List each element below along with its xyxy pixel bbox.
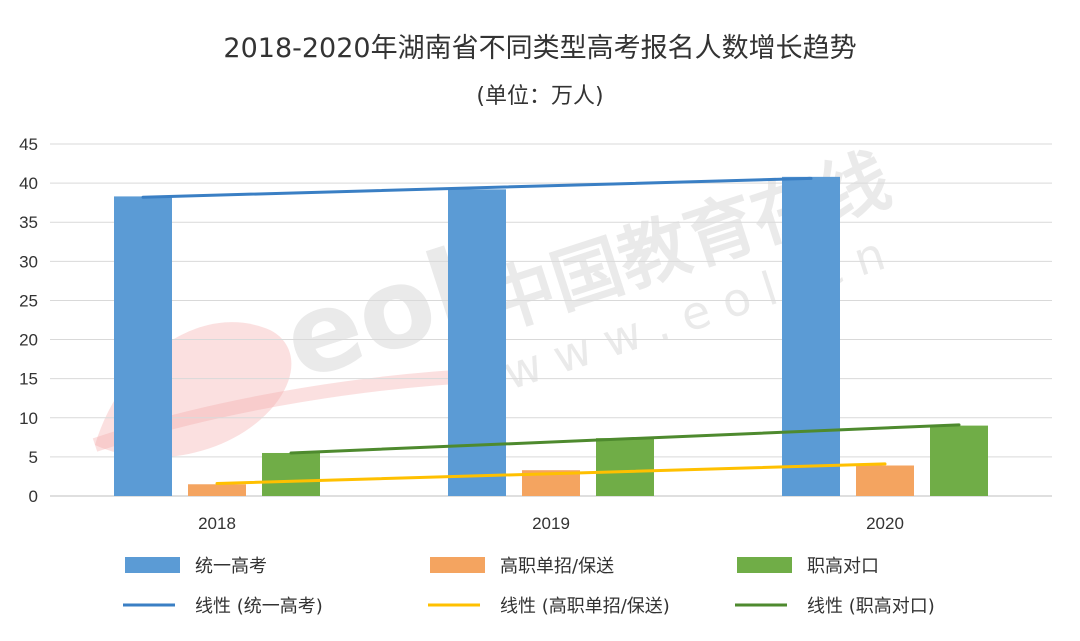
y-tick-label: 25 (19, 291, 38, 310)
y-tick-label: 45 (19, 135, 38, 154)
y-tick-label: 40 (19, 174, 38, 193)
y-tick-label: 10 (19, 409, 38, 428)
trendline (215, 462, 887, 485)
y-tick-label: 20 (19, 331, 38, 350)
y-tick-label: 5 (29, 448, 38, 467)
legend-label: 职高对口 (807, 556, 879, 577)
bar (782, 176, 840, 496)
trendline (289, 423, 961, 455)
bar (596, 438, 654, 496)
x-tick-label: 2018 (198, 514, 236, 533)
chart-subtitle: (单位：万人) (476, 84, 603, 109)
bar (930, 425, 988, 496)
trendline (141, 176, 813, 199)
legend-swatch (430, 557, 485, 573)
y-tick-label: 30 (19, 252, 38, 271)
legend-label: 线性 (统一高考) (195, 596, 323, 617)
y-tick-label: 15 (19, 370, 38, 389)
x-tick-label: 2020 (866, 514, 904, 533)
plot-area: 0 5 10 15 20 25 30 35 40 45 2018 2019 2020 (19, 135, 1052, 533)
bar (188, 484, 246, 496)
bar (448, 189, 506, 496)
legend-swatch (125, 557, 180, 573)
y-tick-label: 35 (19, 213, 38, 232)
legend-swatch (737, 557, 792, 573)
y-tick-label: 0 (29, 487, 38, 506)
bar (856, 465, 914, 496)
chart-title: 2018-2020年湖南省不同类型高考报名人数增长趋势 (223, 33, 856, 64)
legend-label: 高职单招/保送 (500, 556, 614, 577)
legend-label: 统一高考 (195, 556, 267, 577)
legend-label: 线性 (高职单招/保送) (500, 596, 670, 617)
bar (262, 452, 320, 496)
bar (114, 196, 172, 497)
legend-label: 线性 (职高对口) (807, 596, 935, 617)
x-tick-label: 2019 (532, 514, 570, 533)
